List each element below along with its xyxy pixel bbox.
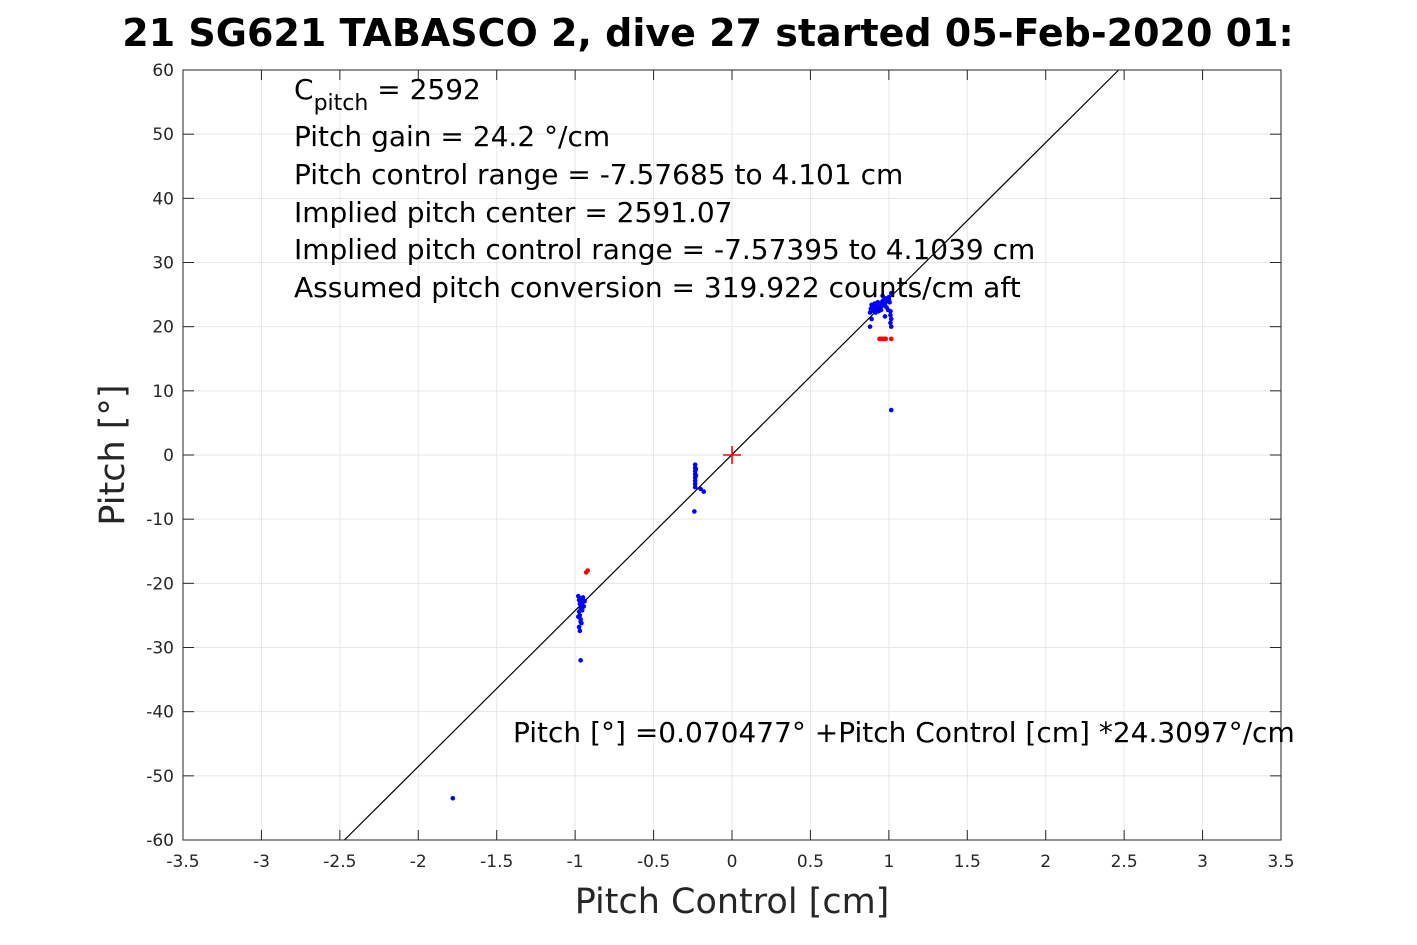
data-point [692, 478, 698, 483]
c-pitch-value: = 2592 [368, 73, 481, 106]
data-point [882, 314, 888, 319]
x-tick-label: 3 [1197, 852, 1208, 872]
x-tick-label: 3.5 [1267, 852, 1294, 872]
y-tick-label: -20 [146, 574, 174, 594]
data-point [582, 599, 587, 604]
data-point [581, 604, 587, 609]
x-tick-label: 2.5 [1111, 852, 1138, 872]
data-point [692, 462, 698, 467]
c-pitch-annotation: Cpitch = 2592 [294, 73, 481, 116]
x-tick-label: -1.5 [480, 852, 513, 872]
data-point [888, 308, 893, 314]
data-point [579, 607, 585, 613]
data-points [450, 291, 894, 801]
x-tick-label: -3 [253, 852, 270, 872]
y-tick-label: 20 [152, 318, 174, 338]
y-tick-label: -50 [146, 767, 174, 787]
data-point [888, 312, 893, 318]
data-point [698, 486, 703, 492]
data-point [580, 595, 586, 600]
fit-equation-annotation: Pitch [°] =0.070477° +Pitch Control [cm]… [513, 716, 1295, 749]
data-point [575, 614, 581, 619]
data-point [692, 509, 697, 514]
y-tick-label: 0 [163, 446, 174, 466]
y-tick-label: 30 [152, 254, 174, 274]
y-tick-label: -60 [146, 831, 174, 851]
y-tick-label: 10 [152, 382, 174, 402]
y-tick-label: -40 [146, 703, 174, 723]
x-tick-label: -0.5 [637, 852, 670, 872]
implied-pitch-center-annotation: Implied pitch center = 2591.07 [294, 196, 732, 229]
data-point [886, 297, 892, 303]
data-point [585, 568, 590, 573]
y-tick-label: 50 [152, 125, 174, 145]
x-tick-label: 2 [1040, 852, 1051, 872]
x-tick-label: -3.5 [166, 852, 199, 872]
x-tick-label: -2.5 [323, 852, 356, 872]
assumed-pitch-conversion-annotation: Assumed pitch conversion = 319.922 count… [294, 271, 1021, 304]
data-point [575, 593, 581, 599]
pitch-gain-annotation: Pitch gain = 24.2 °/cm [294, 120, 610, 153]
data-point [867, 324, 873, 329]
axis-ticks [182, 69, 1282, 841]
y-tick-label: 40 [152, 189, 174, 209]
x-tick-label: 1 [883, 852, 894, 872]
data-point [888, 291, 894, 296]
c-pitch-main: C [294, 73, 314, 106]
chart-title: 21 SG621 TABASCO 2, dive 27 started 05-F… [122, 11, 1293, 55]
y-tick-label: 60 [152, 61, 174, 81]
x-tick-label: -1 [567, 852, 584, 872]
x-tick-label: 0 [727, 852, 738, 872]
data-point [692, 484, 698, 490]
data-point [576, 624, 582, 630]
data-point [888, 407, 894, 413]
data-point [692, 481, 698, 487]
x-tick-label: 1.5 [954, 852, 981, 872]
data-point [869, 316, 874, 322]
data-point [693, 466, 699, 472]
data-point [577, 628, 583, 634]
data-point [880, 293, 885, 299]
y-axis-label: Pitch [°] [93, 384, 133, 525]
c-pitch-subscript: pitch [314, 91, 369, 116]
implied-pitch-control-range-annotation: Implied pitch control range = -7.57395 t… [294, 233, 1035, 266]
data-point [701, 489, 707, 494]
data-point [578, 658, 583, 663]
data-point [888, 316, 894, 322]
data-point [883, 336, 889, 342]
data-point [878, 307, 884, 313]
data-point [450, 795, 456, 801]
data-point [578, 619, 583, 625]
x-tick-label: 0.5 [797, 852, 824, 872]
pitch-control-range-annotation: Pitch control range = -7.57685 to 4.101 … [294, 158, 903, 191]
y-tick-label: -30 [146, 639, 174, 659]
y-tick-label: -10 [146, 510, 174, 530]
data-point [888, 324, 894, 329]
x-axis-label: Pitch Control [cm] [575, 882, 890, 922]
data-point [693, 473, 699, 478]
center-marker-group [723, 446, 741, 464]
x-tick-label: -2 [410, 852, 427, 872]
data-point [888, 336, 894, 342]
axis-tick-labels: -3.5 -3 -2.5 -2 -1.5 -1 -0.5 0 0.5 1 1.5 2 2.5 3 3.5 -6… [146, 61, 1294, 872]
data-point [888, 320, 893, 326]
